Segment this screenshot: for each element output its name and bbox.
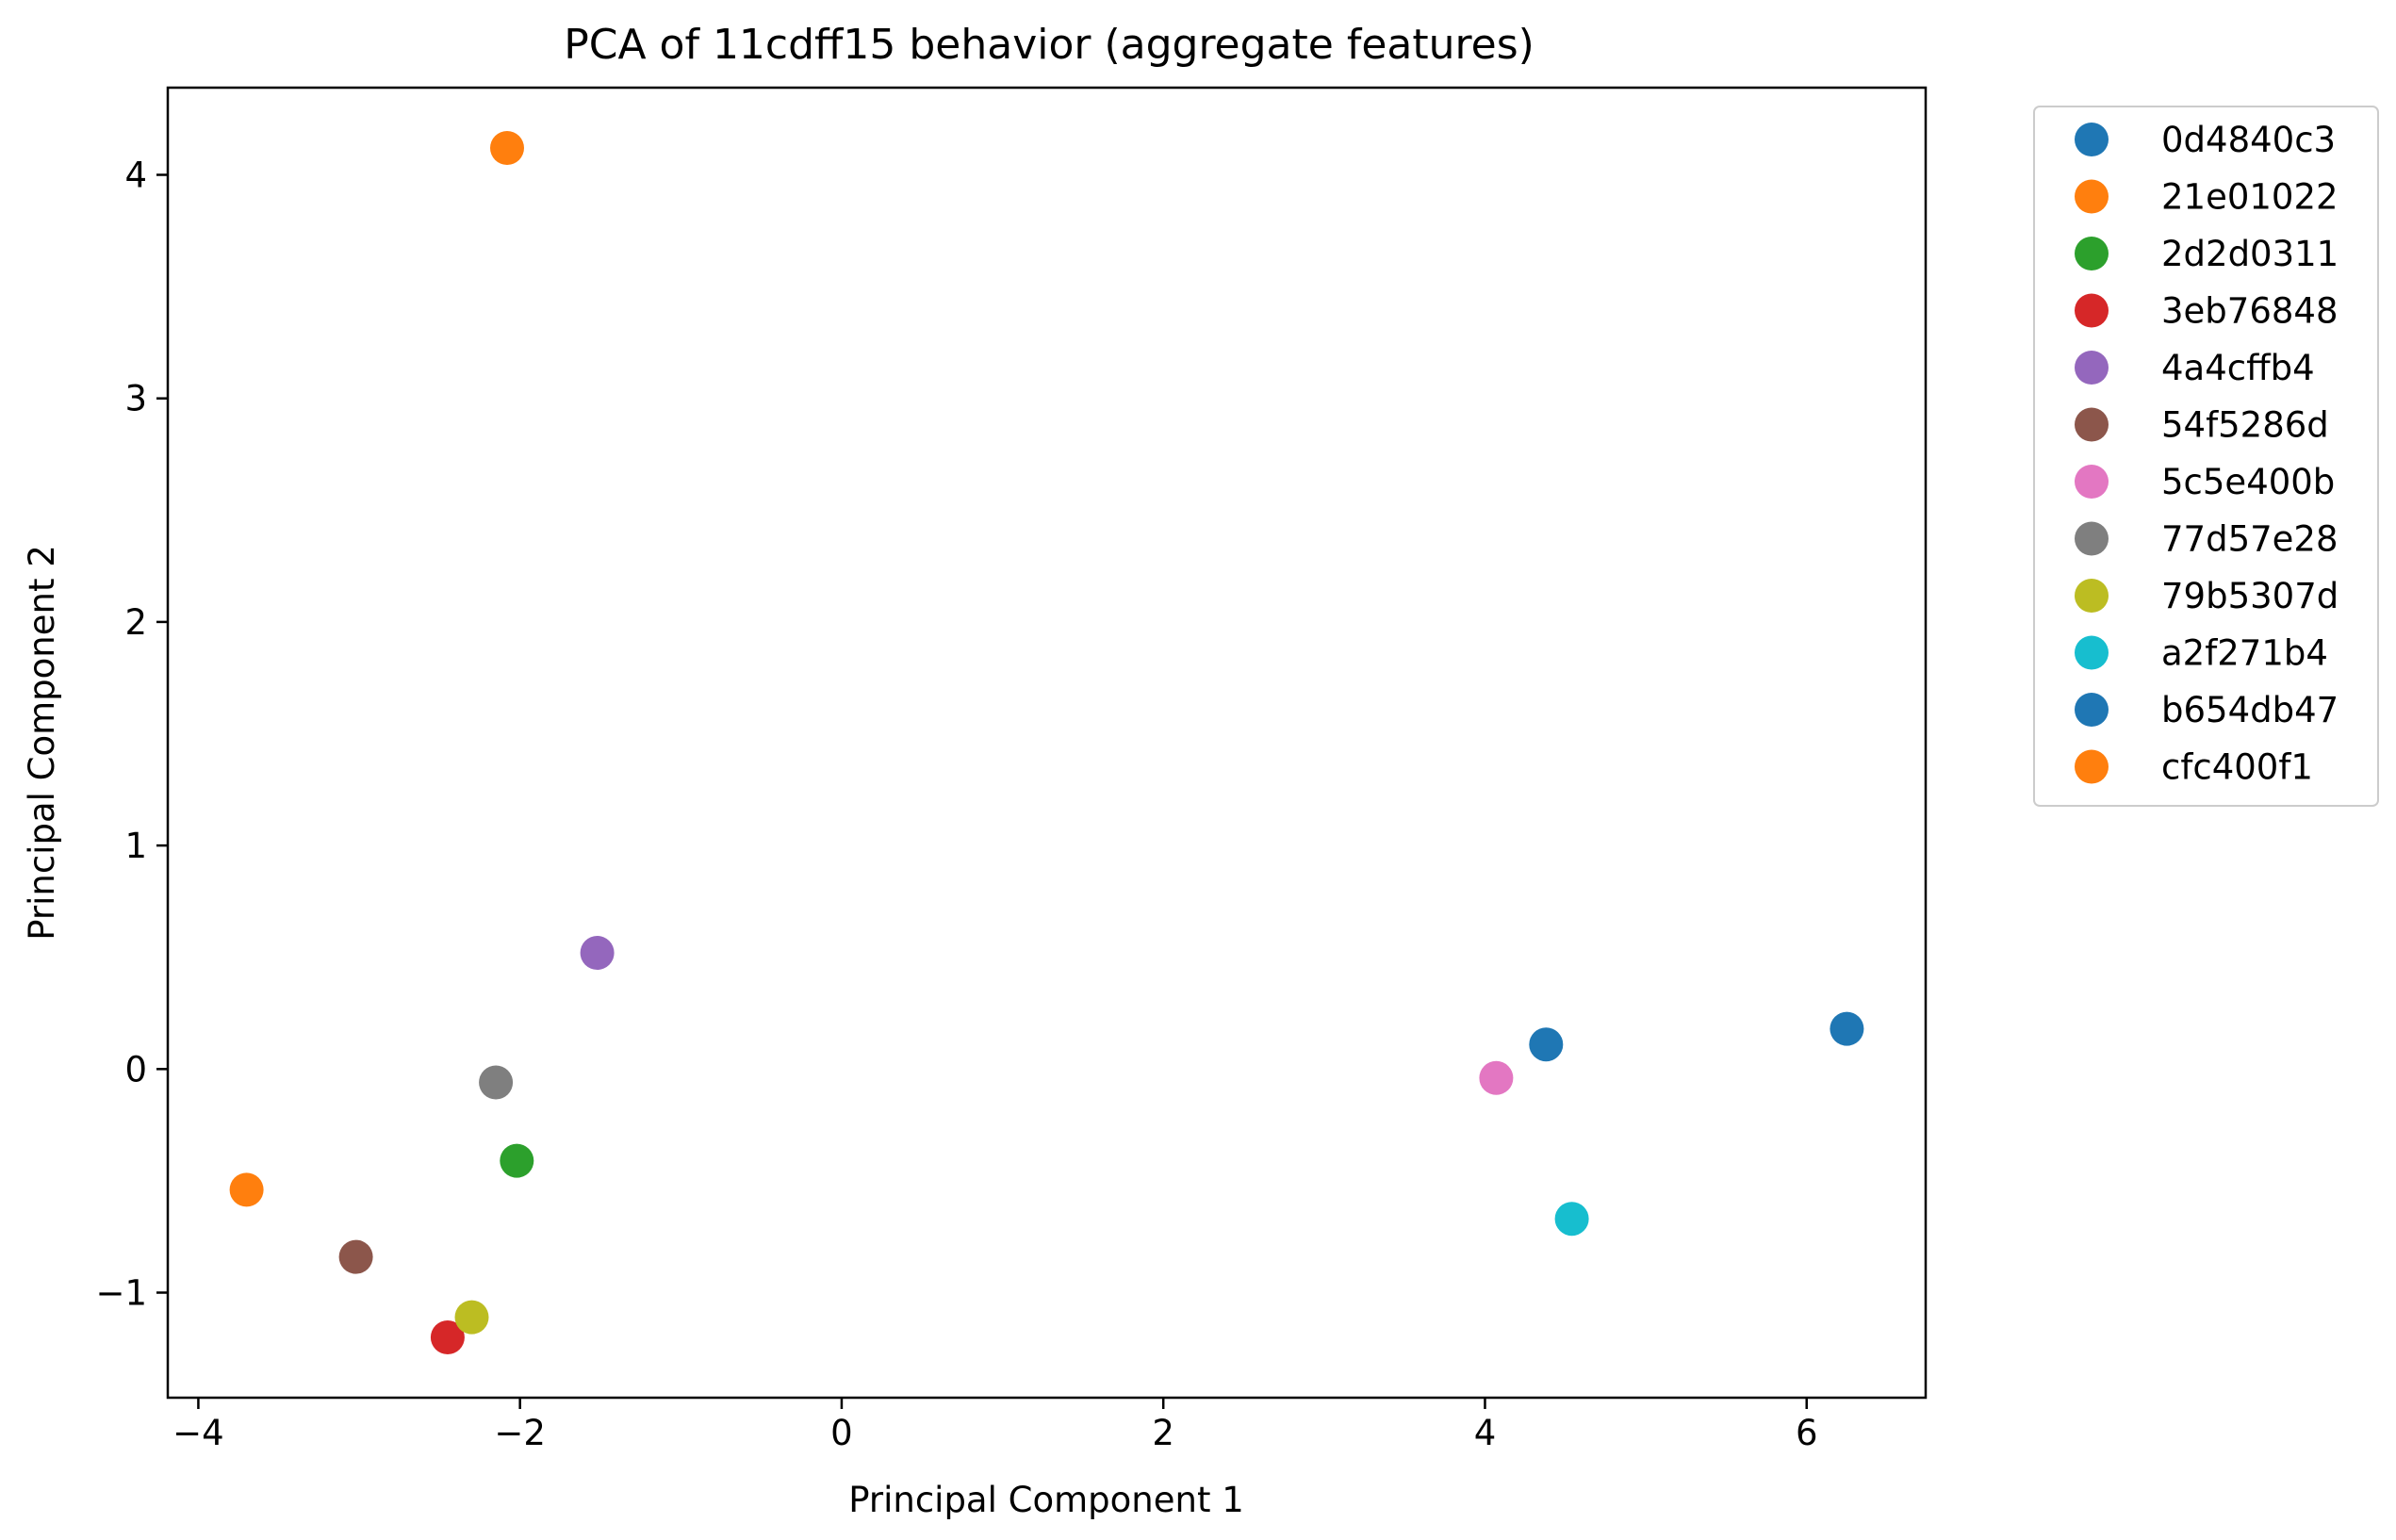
legend-label: cfc400f1 (2161, 747, 2313, 788)
legend-marker (2075, 465, 2109, 499)
legend-marker (2075, 521, 2109, 556)
legend-item-2d2d0311: 2d2d0311 (2075, 234, 2339, 274)
legend-marker (2075, 237, 2109, 270)
data-point-2d2d0311 (500, 1143, 534, 1178)
y-tick-label: 1 (124, 826, 147, 866)
x-tick-label: 2 (1152, 1413, 1174, 1453)
legend-item-4a4cffb4: 4a4cffb4 (2075, 348, 2315, 388)
legend-item-77d57e28: 77d57e28 (2075, 519, 2339, 560)
legend-item-3eb76848: 3eb76848 (2075, 291, 2339, 332)
legend-marker (2075, 407, 2109, 442)
legend-item-cfc400f1: cfc400f1 (2075, 747, 2313, 788)
legend-marker (2075, 635, 2109, 670)
data-points (229, 131, 1864, 1354)
legend-item-0d4840c3: 0d4840c3 (2075, 120, 2336, 160)
data-point-21e01022 (490, 131, 524, 165)
legend-entries: 0d4840c3 21e01022 2d2d0311 3eb76848 4a4cffb4… (2075, 120, 2339, 788)
data-point-77d57e28 (479, 1065, 514, 1100)
legend-label: 77d57e28 (2161, 519, 2339, 560)
legend-label: 2d2d0311 (2161, 234, 2339, 274)
legend-item-a2f271b4: a2f271b4 (2075, 633, 2328, 674)
legend-marker (2075, 693, 2109, 727)
legend-label: 5c5e400b (2161, 462, 2335, 502)
legend-item-5c5e400b: 5c5e400b (2075, 462, 2335, 502)
legend-frame (2033, 106, 2379, 807)
data-point-79b5307d (454, 1300, 489, 1335)
plot-area-frame (166, 86, 1928, 1400)
legend-marker (2075, 293, 2109, 328)
y-tick-label: 4 (124, 156, 147, 196)
y-tick-label: 3 (124, 379, 147, 419)
x-tick-label: −2 (494, 1413, 546, 1453)
legend-label: 4a4cffb4 (2161, 348, 2315, 388)
legend-label: b654db47 (2161, 690, 2339, 730)
y-axis-label: Principal Component 2 (22, 545, 62, 941)
data-point-0d4840c3 (1529, 1027, 1564, 1062)
y-axis-ticks: −1 0 1 2 3 4 (95, 156, 168, 1314)
data-point-54f5286d (338, 1239, 373, 1274)
legend-item-21e01022: 21e01022 (2075, 177, 2339, 218)
legend-label: 0d4840c3 (2161, 120, 2336, 160)
legend-marker (2075, 579, 2109, 613)
legend-label: 3eb76848 (2161, 291, 2339, 332)
legend-item-54f5286d: 54f5286d (2075, 405, 2329, 446)
x-tick-label: 0 (830, 1413, 853, 1453)
legend-marker (2075, 749, 2109, 784)
legend-marker (2075, 179, 2109, 214)
legend-label: 79b5307d (2161, 576, 2339, 616)
data-point-3eb76848 (430, 1320, 465, 1354)
legend-marker (2075, 351, 2109, 385)
data-point-5c5e400b (1479, 1060, 1514, 1095)
x-tick-label: −4 (172, 1413, 224, 1453)
legend-item-b654db47: b654db47 (2075, 690, 2339, 730)
data-point-b654db47 (1830, 1011, 1864, 1046)
x-tick-label: 4 (1474, 1413, 1497, 1453)
legend-item-79b5307d: 79b5307d (2075, 576, 2339, 616)
x-tick-label: 6 (1796, 1413, 1818, 1453)
data-point-4a4cffb4 (580, 936, 615, 970)
y-tick-label: −1 (95, 1273, 147, 1314)
y-tick-label: 2 (124, 602, 147, 643)
x-axis-ticks: −4 −2 0 2 4 6 (172, 1398, 1818, 1453)
legend-label: 21e01022 (2161, 177, 2339, 218)
legend-label: a2f271b4 (2161, 633, 2328, 674)
x-axis-label: Principal Component 1 (848, 1480, 1244, 1520)
legend-marker (2075, 123, 2109, 156)
y-tick-label: 0 (124, 1049, 147, 1089)
legend: 0d4840c3 21e01022 2d2d0311 3eb76848 4a4cffb4… (2033, 106, 2379, 807)
legend-label: 54f5286d (2161, 405, 2329, 446)
data-point-a2f271b4 (1554, 1202, 1589, 1237)
chart-title: PCA of 11cdff15 behavior (aggregate feat… (564, 21, 1534, 69)
data-point-cfc400f1 (229, 1172, 264, 1207)
